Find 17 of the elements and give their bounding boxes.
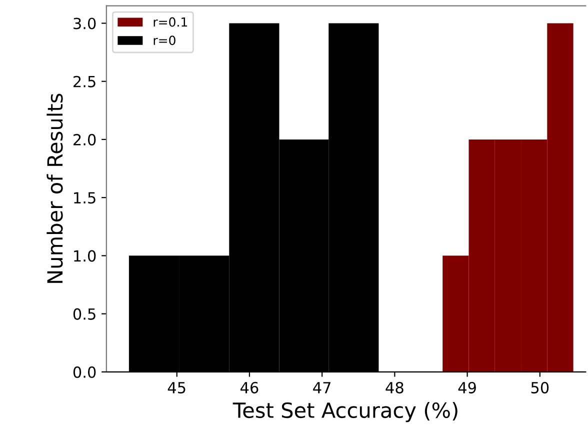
x-tick-label: 48 bbox=[386, 382, 404, 394]
y-axis-title: Number of Results bbox=[46, 94, 63, 283]
y-tick-label: 2.5 bbox=[74, 76, 96, 88]
y-tick-label: 1.0 bbox=[74, 250, 96, 262]
y-tick-label: 0.5 bbox=[73, 308, 96, 320]
x-tick-label: 47 bbox=[313, 382, 330, 394]
x-tick-label: 46 bbox=[240, 382, 258, 394]
y-tick-label: 3.0 bbox=[74, 18, 96, 30]
legend-label: r=0 bbox=[154, 36, 176, 46]
x-axis-title: Test Set Accuracy (%) bbox=[232, 402, 458, 422]
y-tick-label: 1.5 bbox=[74, 192, 96, 204]
x-tick-label: 50 bbox=[531, 382, 549, 394]
y-tick-label: 2.0 bbox=[74, 134, 96, 146]
x-tick-label: 45 bbox=[168, 382, 186, 394]
legend-label: r=0.1 bbox=[154, 17, 188, 27]
x-tick-label: 49 bbox=[458, 382, 476, 394]
y-tick-label: 0.0 bbox=[73, 366, 96, 378]
